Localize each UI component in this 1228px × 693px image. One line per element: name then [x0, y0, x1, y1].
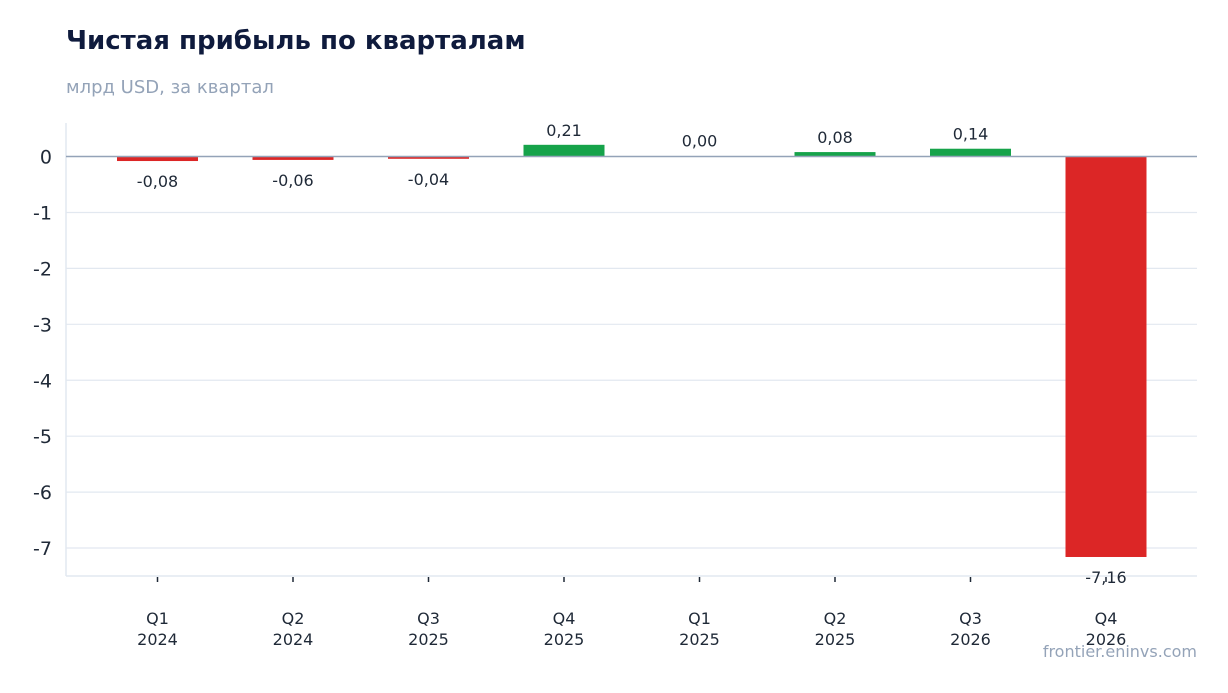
data-label: 0,14 [953, 125, 989, 144]
bar [794, 152, 876, 157]
x-tick-label-year: 2026 [1086, 630, 1127, 649]
x-tick-label: Q2 [824, 609, 847, 628]
bars [117, 144, 1147, 557]
x-tick-label: Q1 [146, 609, 169, 628]
x-tick-label: Q4 [1095, 609, 1118, 628]
data-label: 0,00 [682, 132, 718, 151]
bar [117, 156, 198, 162]
y-tick-label: -6 [33, 482, 52, 504]
x-tick-label-year: 2025 [408, 630, 449, 649]
x-tick-label: Q3 [959, 609, 982, 628]
y-tick-label: -2 [33, 258, 52, 280]
data-label: 0,21 [546, 121, 582, 140]
x-tick-label-year: 2024 [137, 630, 178, 649]
chart-title: Чистая прибыль по кварталам [66, 26, 526, 56]
x-tick-label-year: 2025 [679, 630, 720, 649]
x-tick-label-year: 2025 [815, 630, 856, 649]
data-label: -0,08 [137, 172, 178, 191]
y-tick-label: -7 [33, 538, 52, 560]
chart-subtitle: млрд USD, за квартал [66, 77, 274, 98]
y-tick-label: -1 [33, 202, 52, 224]
y-tick-label: 0 [40, 147, 52, 169]
bar [388, 156, 469, 159]
x-tick-label: Q4 [553, 609, 576, 628]
y-tick-label: -5 [33, 426, 52, 448]
bar [523, 144, 605, 157]
data-label: 0,08 [817, 128, 853, 147]
x-tick-label: Q1 [688, 609, 711, 628]
x-tick-label-year: 2025 [544, 630, 585, 649]
x-tick-label: Q3 [417, 609, 440, 628]
grid-lines [66, 211, 1197, 549]
data-label: -0,06 [272, 171, 313, 190]
y-tick-label: -4 [33, 370, 52, 392]
labels: -0,08 -0,06 -0,04 0,21 0,00 0,08 0,14 -7,16 [66, 121, 1197, 587]
bar [930, 148, 1011, 157]
x-tick-label-year: 2024 [273, 630, 314, 649]
data-label: -0,04 [408, 170, 449, 189]
watermark: frontier.eninvs.com [1042, 642, 1197, 661]
x-tick-label: Q2 [282, 609, 305, 628]
axes: 0 -1 -2 -3 -4 -5 -6 -7 Q1 2024 Q2 2024 Q3 2025 Q4 2025 Q… [33, 123, 1197, 649]
bar [1065, 156, 1147, 557]
bar [252, 156, 334, 160]
y-tick-label: -3 [33, 314, 52, 336]
data-label: -7,16 [1085, 568, 1126, 587]
x-tick-label-year: 2026 [950, 630, 991, 649]
